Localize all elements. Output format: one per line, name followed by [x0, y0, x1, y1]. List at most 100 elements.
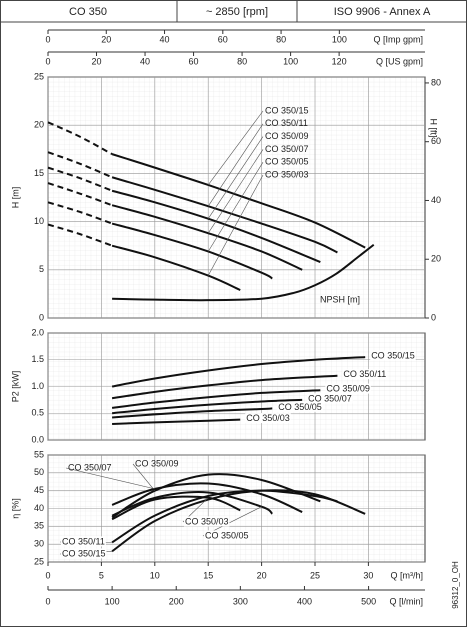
curve	[111, 222, 273, 280]
series-label: CO 350/09	[326, 384, 370, 394]
curve	[112, 407, 273, 419]
x-tick-label: 0	[45, 596, 50, 606]
leader-line	[207, 162, 264, 252]
x-tick-label: 80	[276, 34, 286, 44]
leader-line	[207, 136, 264, 219]
y-tick-label: 0	[39, 312, 44, 322]
label-backdrop	[277, 401, 323, 412]
y-tick-label: 2.0	[31, 327, 44, 337]
x-tick-label: 100	[105, 596, 120, 606]
x-tick-label: 20	[92, 56, 102, 66]
curve-dashed	[47, 223, 113, 247]
x-tick-label: 0	[45, 570, 50, 580]
series-label: CO 350/07	[308, 393, 352, 403]
y-tick-label: 5	[39, 264, 44, 274]
x-tick-label: 200	[169, 596, 184, 606]
label-backdrop	[61, 536, 106, 547]
curve-dashed	[47, 201, 113, 225]
x-axis-label: Q [l/min]	[389, 596, 423, 606]
y-tick-label: 10	[34, 216, 44, 226]
y-tick-label: 40	[34, 503, 44, 513]
y-tick-label: 25	[34, 71, 44, 81]
series-label: CO 350/11	[343, 369, 386, 379]
curve	[111, 374, 338, 400]
y-tick-label: 0.5	[31, 408, 44, 418]
series-label: CO 350/05	[205, 530, 249, 540]
curve-dashed	[47, 182, 113, 207]
leader-line	[207, 110, 264, 186]
leader-line	[207, 174, 264, 276]
x-tick-label: 60	[218, 34, 228, 44]
series-label: CO 350/03	[265, 169, 309, 179]
y-tick-label: 0.0	[31, 434, 44, 444]
curve	[111, 491, 273, 517]
curve-dashed	[47, 121, 113, 155]
y-tick-label: 1.0	[31, 381, 44, 391]
npsh-label: NPSH [m]	[320, 294, 360, 304]
curve	[111, 356, 366, 388]
y-tick-label: 30	[34, 539, 44, 549]
curve	[111, 495, 241, 521]
x-tick-label: 0	[45, 34, 50, 44]
x-tick-label: 300	[233, 596, 248, 606]
y-axis-label: P2 [kW]	[10, 371, 20, 403]
y-tick-label: 15	[34, 168, 44, 178]
x-tick-label: 120	[332, 56, 347, 66]
x-tick-label: 40	[140, 56, 150, 66]
header-cell: ~ 2850 [rpm]	[206, 6, 268, 18]
x-tick-label: 100	[283, 56, 298, 66]
curve	[111, 176, 338, 254]
npsh-curve	[112, 243, 375, 302]
y-tick-label: 20	[34, 120, 44, 130]
series-label: CO 350/15	[265, 105, 309, 115]
label-backdrop	[342, 369, 388, 380]
y2-axis-label: H [ft]	[429, 118, 439, 137]
y-tick-label: 55	[34, 449, 44, 459]
leader-line	[132, 463, 156, 491]
series-label: CO 350/05	[278, 402, 322, 412]
y2-tick-label: 60	[431, 136, 441, 146]
series-label: CO 350/05	[265, 157, 309, 167]
x-tick-label: 25	[310, 570, 320, 580]
x-tick-label: 100	[332, 34, 347, 44]
label-backdrop	[204, 530, 250, 541]
drawing-code: 96312_0_OH	[451, 561, 460, 609]
header-cell: ISO 9906 - Annex A	[334, 6, 431, 18]
curve	[111, 389, 321, 409]
series-label: CO 350/07	[265, 144, 309, 154]
curve	[111, 244, 241, 291]
series-label: CO 350/03	[246, 413, 290, 423]
curve	[111, 482, 303, 513]
y-tick-label: 35	[34, 521, 44, 531]
x-tick-label: 40	[160, 34, 170, 44]
series-label: CO 350/09	[265, 131, 309, 141]
x-tick-label: 80	[237, 56, 247, 66]
x-tick-label: 20	[101, 34, 111, 44]
curve	[111, 189, 321, 264]
series-label: CO 350/15	[62, 548, 106, 558]
label-backdrop	[325, 383, 371, 394]
curve	[111, 398, 303, 415]
curve	[111, 153, 366, 249]
leader-line	[65, 467, 155, 490]
y2-tick-label: 40	[431, 195, 441, 205]
y-tick-label: 45	[34, 485, 44, 495]
curve	[111, 489, 338, 544]
curve	[111, 489, 366, 553]
curve-dashed	[47, 166, 113, 192]
leader-line	[207, 149, 264, 234]
x-axis-label: Q [US gpm]	[376, 56, 423, 66]
x-tick-label: 500	[361, 596, 376, 606]
y-axis-label: H [m]	[10, 187, 20, 209]
x-tick-label: 15	[203, 570, 213, 580]
label-backdrop	[370, 350, 416, 361]
curve-dashed	[47, 151, 113, 179]
y-tick-label: 1.5	[31, 354, 44, 364]
series-label: CO 350/03	[185, 516, 229, 526]
x-tick-label: 10	[150, 570, 160, 580]
x-tick-label: 30	[363, 570, 373, 580]
x-axis-label: Q [Imp gpm]	[373, 34, 423, 44]
x-tick-label: 400	[297, 596, 312, 606]
x-axis-label: Q [m³/h]	[390, 570, 423, 580]
label-backdrop	[245, 413, 291, 424]
